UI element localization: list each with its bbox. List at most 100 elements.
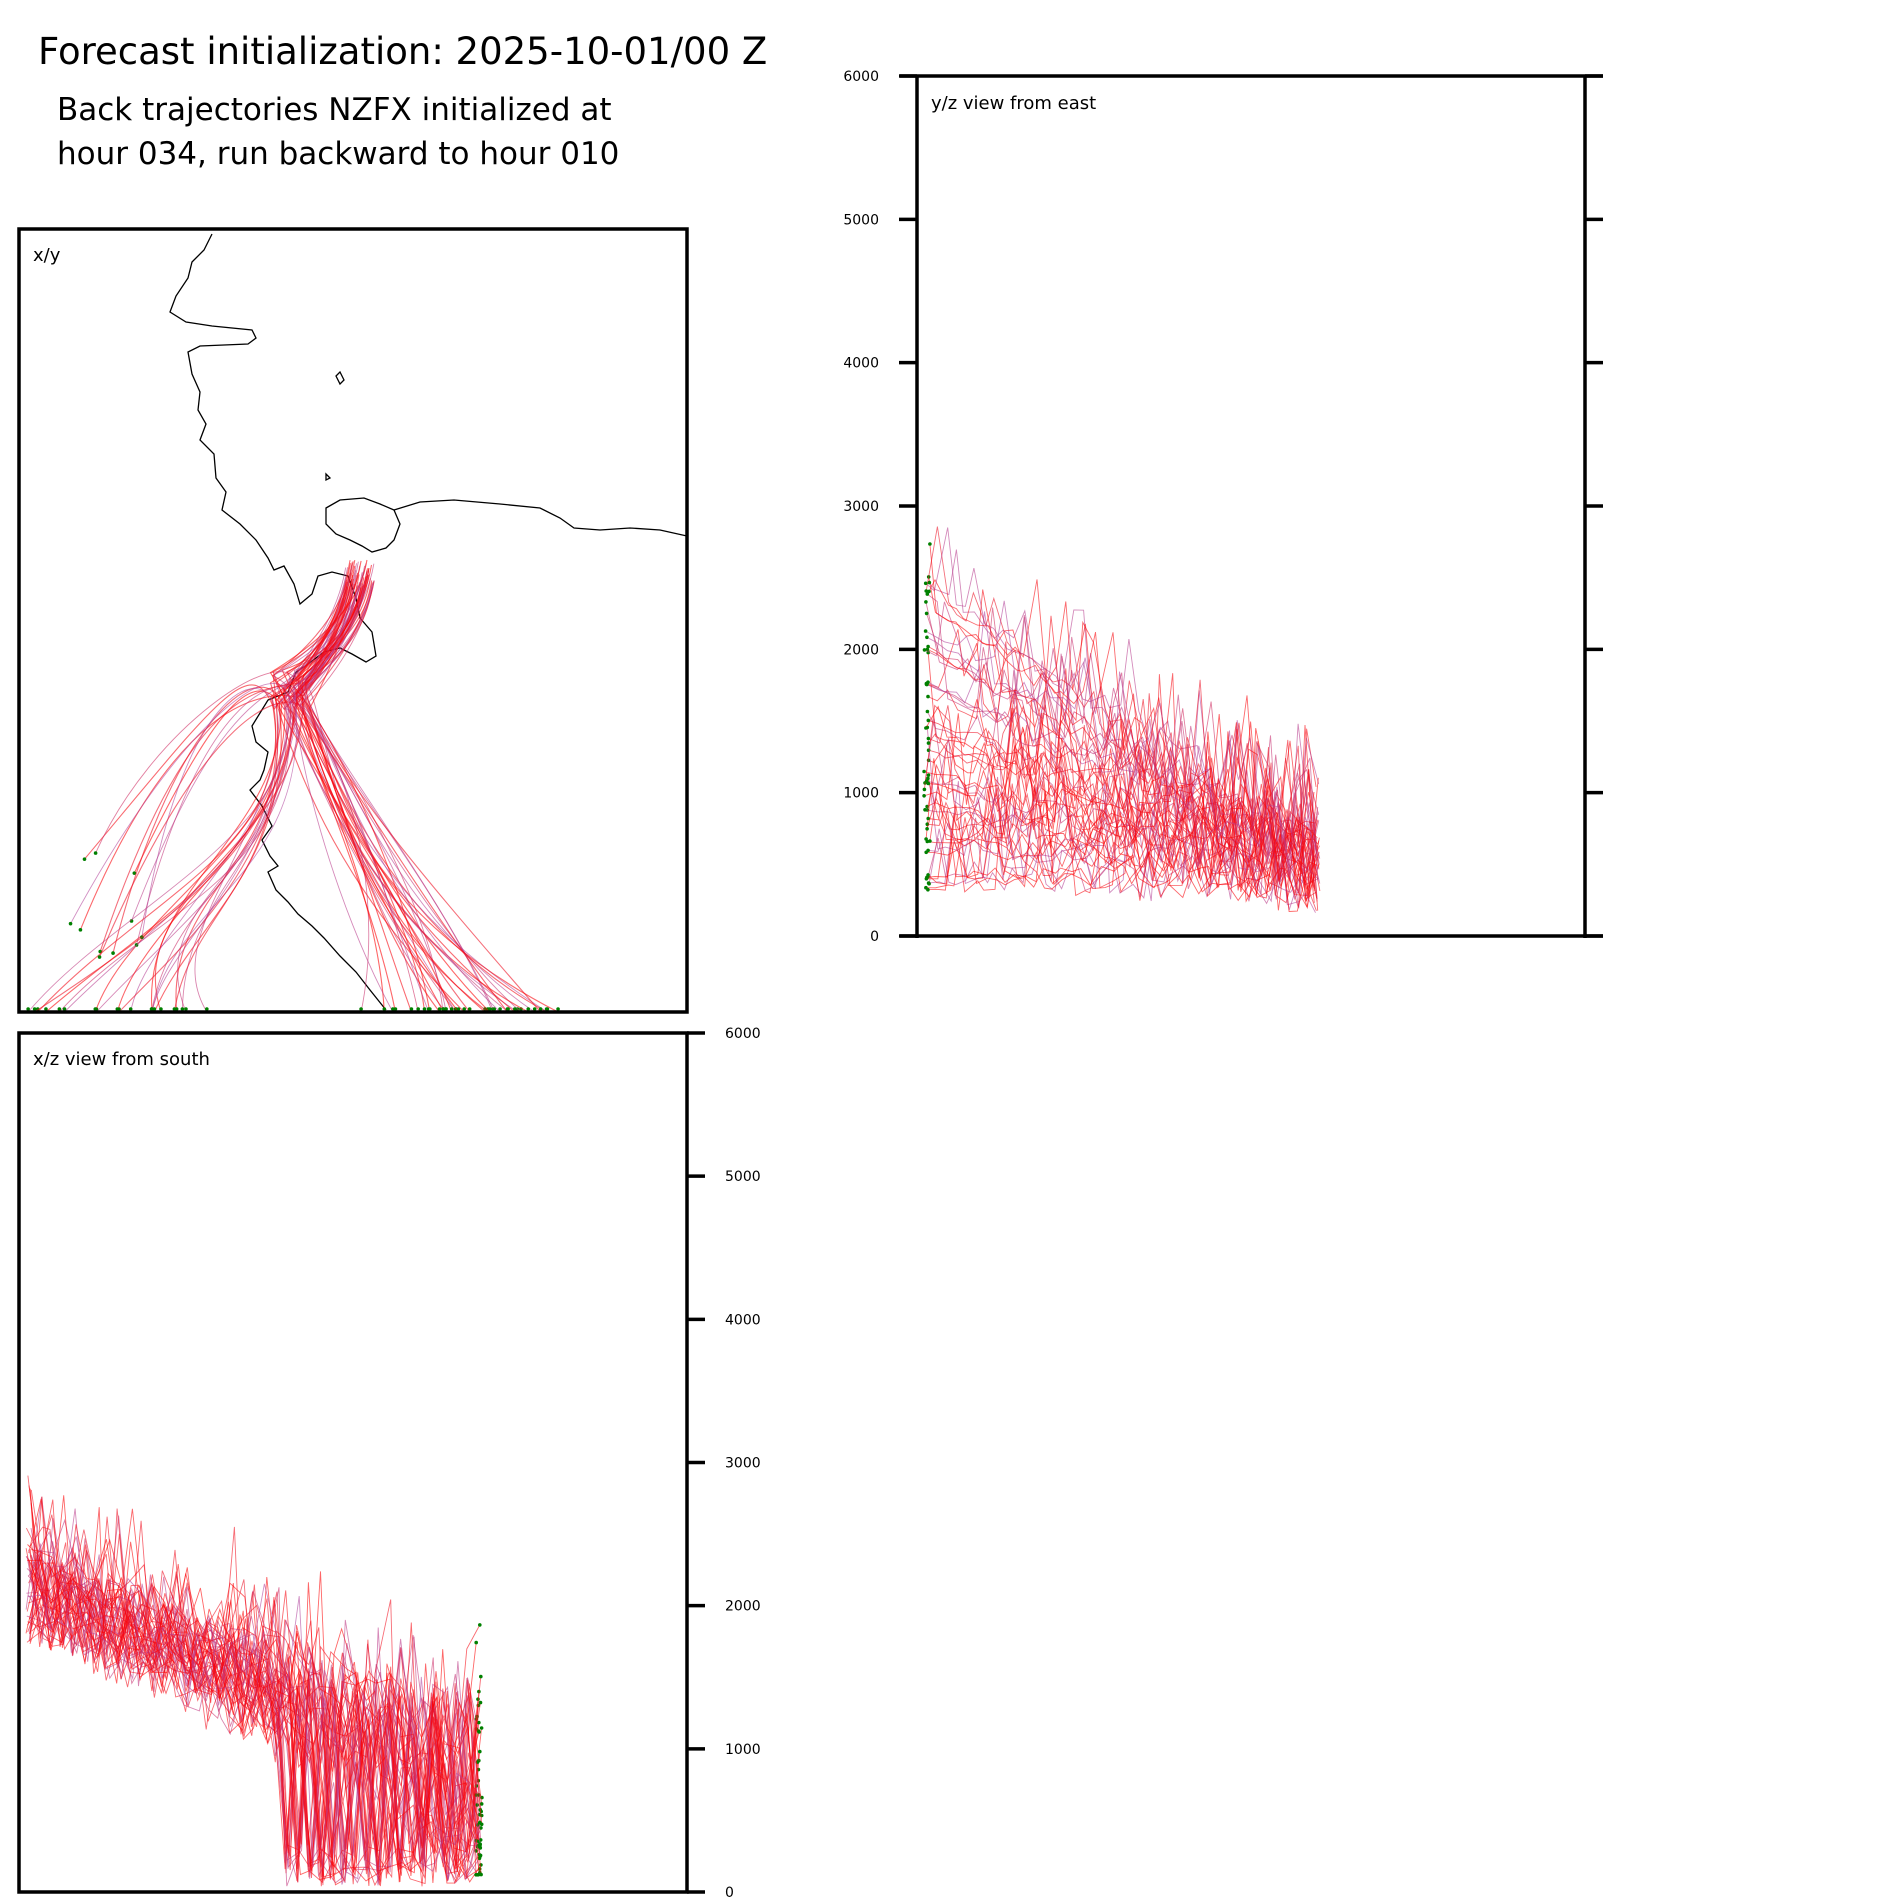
yz-traj-start-marker (926, 748, 931, 752)
xy-start-marker (437, 1007, 442, 1011)
xz-tick-label: 6000 (725, 1026, 761, 1042)
xz-traj-start-marker (477, 1856, 482, 1861)
yz-traj-trajectory (927, 768, 1321, 911)
xz-tick-label: 0 (725, 1885, 734, 1900)
yz-traj-start-marker (924, 600, 928, 604)
yz-traj-start-marker (927, 580, 932, 585)
yz-traj-start-marker (923, 808, 927, 812)
yz-traj-start-marker (926, 773, 931, 777)
xy-start-marker (526, 1007, 531, 1011)
xy-trajectory (275, 565, 453, 1012)
coastline-group (169, 233, 687, 1011)
xz-traj-trajectory (31, 1590, 481, 1878)
xy-start-marker (441, 1007, 445, 1011)
xy-start-marker (111, 951, 115, 955)
xz-tick-label: 1000 (725, 1742, 761, 1758)
xz-traj-start-marker (479, 1674, 483, 1679)
yz-traj-start-marker (926, 887, 930, 892)
yz-traj-trajectory (924, 773, 1321, 891)
xy-panel-label: x/y (33, 245, 61, 266)
yz-traj-start-marker (926, 741, 931, 745)
yz-traj-start-marker (924, 611, 929, 616)
xy-trajectory (280, 570, 518, 1012)
xy-start-marker (93, 1007, 98, 1011)
xy-start-marker (532, 1007, 537, 1011)
yz-traj-trajectory (928, 766, 1319, 911)
xz-traj-start-marker (479, 1863, 483, 1867)
xy-start-marker (205, 1007, 209, 1011)
yz-traj-start-marker (922, 648, 927, 652)
yz-traj-trajectory (926, 731, 1318, 912)
xy-trajectory (298, 579, 430, 1012)
yz-panel-label: y/z view from east (931, 93, 1096, 114)
figure-subtitle-line1: Back trajectories NZFX initialized at (57, 92, 612, 128)
xy-start-marker (444, 1007, 448, 1011)
xy-start-marker (409, 1007, 414, 1011)
xy-start-marker (93, 851, 98, 855)
xz-traj-trajectory (27, 1562, 477, 1878)
xz-traj-start-marker (474, 1873, 478, 1877)
coastline-segment (335, 370, 345, 386)
coastline-segment (325, 497, 401, 553)
xz-traj-trajectory (26, 1584, 479, 1878)
xy-start-marker (26, 1007, 30, 1011)
yz-traj-trajectory (924, 713, 1319, 895)
yz-ticks: 0 1000 2000 3000 4000 5000 6000 (843, 69, 1603, 945)
yz-traj-start-marker (926, 881, 931, 885)
xy-start-marker (467, 1007, 472, 1011)
xz-traj-trajectory (28, 1507, 480, 1881)
yz-traj-trajectory (925, 526, 1320, 876)
xz-traj-start-marker (479, 1726, 484, 1730)
xy-trajectory (276, 581, 508, 1012)
figure-title: Forecast initialization: 2025-10-01/00 Z (38, 30, 767, 73)
xz-traj-trajectory (26, 1552, 480, 1885)
yz-traj-start-marker (926, 816, 930, 821)
xy-start-marker (422, 1007, 427, 1011)
xy-trajectory (295, 568, 396, 1012)
xz-traj-trajectory (29, 1549, 483, 1883)
xy-trajectory (84, 560, 356, 860)
xz-panel-label: x/z view from south (33, 1049, 210, 1070)
xy-start-marker (62, 1007, 67, 1011)
yz-traj-start-marker (922, 787, 927, 792)
xz-traj-trajectory (25, 1538, 481, 1882)
xz-traj-trajectory (30, 1502, 479, 1882)
yz-traj-start-marker (925, 709, 930, 714)
yz-traj-trajectory (928, 819, 1318, 905)
xy-trajectory (301, 568, 459, 1012)
xz-traj-start-marker (478, 1749, 482, 1754)
yz-traj-start-marker (922, 769, 926, 774)
xz-traj-start-marker (478, 1700, 483, 1705)
yz-traj-trajectory (926, 607, 1316, 873)
xz-panel: 0 1000 2000 3000 4000 5000 6000 x/z view from … (17, 1026, 761, 1900)
xy-start-marker (159, 1007, 163, 1011)
xy-start-marker (78, 928, 83, 932)
xy-trajectory (141, 585, 359, 938)
xz-traj-start-marker (474, 1640, 479, 1645)
yz-traj-trajectory (925, 600, 1318, 872)
xz-traj-trajectory (27, 1475, 482, 1886)
figure-subtitle-line2: hour 034, run backward to hour 010 (57, 136, 619, 172)
xz-tick-label: 3000 (725, 1456, 761, 1472)
xy-trajectory (118, 583, 354, 1012)
yz-traj-trajectory (928, 773, 1319, 903)
xy-start-marker (545, 1007, 550, 1011)
yz-tick-label: 6000 (843, 69, 879, 85)
yz-traj-start-marker (925, 635, 929, 640)
yz-traj-start-marker (927, 589, 931, 594)
xy-start-marker (538, 1007, 543, 1011)
yz-tick-label: 4000 (843, 356, 879, 372)
xy-start-marker (492, 1007, 497, 1011)
xy-trajectory (295, 565, 419, 1012)
yz-traj-start-marker (926, 781, 931, 786)
yz-traj-trajectory (927, 593, 1319, 882)
yz-traj-trajectory (924, 601, 1319, 872)
yz-traj-start-marker (926, 644, 930, 649)
xy-start-marker (382, 1007, 387, 1011)
xy-start-marker (426, 1007, 431, 1011)
yz-traj-start-marker (926, 718, 931, 723)
xy-start-marker (184, 1007, 188, 1011)
yz-traj-start-marker (926, 694, 930, 699)
xy-start-marker (172, 1007, 177, 1011)
xy-start-marker (393, 1007, 398, 1011)
